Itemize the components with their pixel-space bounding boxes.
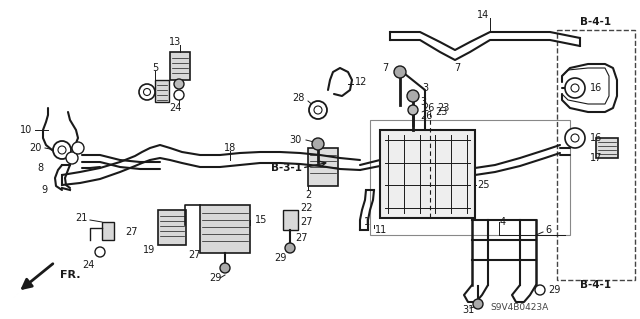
Circle shape (139, 84, 155, 100)
Text: 24: 24 (169, 103, 181, 113)
Circle shape (312, 138, 324, 150)
Text: 22: 22 (300, 203, 312, 213)
Text: 27: 27 (295, 233, 307, 243)
Circle shape (535, 285, 545, 295)
Bar (308, 148, 338, 186)
Bar (170, 52, 190, 80)
Circle shape (408, 105, 418, 115)
Text: 16: 16 (590, 83, 602, 93)
Text: 1: 1 (364, 217, 370, 227)
Text: 8: 8 (38, 163, 44, 173)
Text: 23: 23 (435, 107, 447, 117)
Text: 23: 23 (437, 103, 449, 113)
Text: 3: 3 (422, 83, 428, 93)
Circle shape (571, 134, 579, 142)
Circle shape (174, 79, 184, 89)
Text: B-4-1: B-4-1 (580, 17, 611, 27)
Circle shape (66, 152, 78, 164)
Bar (158, 210, 186, 245)
Text: 2: 2 (305, 190, 311, 200)
Text: 21: 21 (76, 213, 88, 223)
Text: 9: 9 (42, 185, 48, 195)
Text: 17: 17 (590, 153, 602, 163)
Circle shape (565, 128, 585, 148)
Text: 15: 15 (255, 215, 268, 225)
Text: 20: 20 (29, 143, 42, 153)
Text: 3: 3 (420, 97, 426, 107)
Text: 27: 27 (125, 227, 138, 237)
Circle shape (473, 299, 483, 309)
Text: 25: 25 (477, 180, 490, 190)
Circle shape (309, 101, 327, 119)
Text: 24: 24 (82, 260, 94, 270)
Text: 27: 27 (300, 217, 312, 227)
Text: 29: 29 (548, 285, 561, 295)
Circle shape (143, 88, 150, 95)
Bar (283, 210, 298, 230)
Text: 11: 11 (375, 225, 387, 235)
Text: 6: 6 (545, 225, 551, 235)
Text: FR.: FR. (60, 270, 81, 280)
Text: 14: 14 (477, 10, 489, 20)
Circle shape (571, 84, 579, 92)
Text: 16: 16 (590, 133, 602, 143)
Circle shape (407, 90, 419, 102)
Text: B-4-1: B-4-1 (580, 280, 611, 290)
Text: 31: 31 (462, 305, 474, 315)
Text: 26: 26 (420, 111, 433, 121)
Bar (596, 138, 618, 158)
Text: B-3-1: B-3-1 (271, 163, 302, 173)
Text: 4: 4 (500, 217, 506, 227)
Circle shape (72, 142, 84, 154)
Text: 30: 30 (290, 135, 302, 145)
Text: 7: 7 (381, 63, 388, 73)
Bar (200, 205, 250, 253)
Bar (557, 30, 635, 280)
Text: 28: 28 (292, 93, 305, 103)
Circle shape (174, 90, 184, 100)
Text: 12: 12 (355, 77, 367, 87)
Circle shape (58, 146, 66, 154)
Bar (102, 222, 114, 240)
Bar (155, 80, 169, 102)
Bar (370, 120, 570, 235)
Circle shape (314, 106, 322, 114)
Text: 26: 26 (422, 103, 435, 113)
Circle shape (565, 78, 585, 98)
Text: 27: 27 (188, 250, 200, 260)
Circle shape (95, 247, 105, 257)
Text: 18: 18 (224, 143, 236, 153)
Text: 13: 13 (169, 37, 181, 47)
Text: S9V4B0423A: S9V4B0423A (490, 303, 548, 313)
Circle shape (394, 66, 406, 78)
Text: 7: 7 (454, 63, 460, 73)
Bar (380, 130, 475, 218)
Text: 29: 29 (274, 253, 286, 263)
Circle shape (53, 141, 71, 159)
Text: 5: 5 (152, 63, 158, 73)
Text: 29: 29 (209, 273, 221, 283)
Text: 19: 19 (143, 245, 155, 255)
Circle shape (285, 243, 295, 253)
Circle shape (220, 263, 230, 273)
Text: 10: 10 (20, 125, 32, 135)
